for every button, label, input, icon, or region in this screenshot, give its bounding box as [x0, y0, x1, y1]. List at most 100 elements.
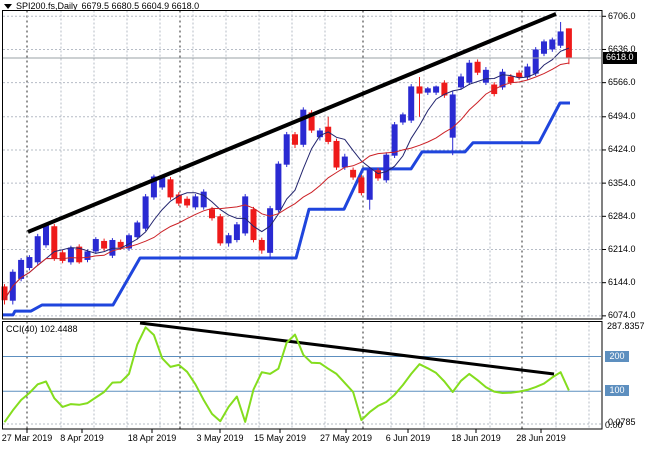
candle-body	[175, 194, 182, 204]
candle-body	[217, 216, 224, 244]
candle-body	[275, 163, 282, 211]
cci-min-label: 0.0785	[608, 417, 636, 427]
candle-body	[482, 69, 489, 83]
candle-body	[325, 126, 332, 142]
candle-body	[142, 196, 149, 229]
candle-body	[333, 140, 340, 168]
price-axis-label: 6636.0	[608, 43, 636, 54]
candle-body	[26, 257, 33, 269]
candle-body	[532, 49, 539, 74]
candle-body	[341, 156, 348, 168]
title-ohlc-values: 6679.5 6680.5 6604.9 6618.0	[81, 1, 200, 11]
candle-body	[449, 94, 456, 138]
date-axis-label: 3 May 2019	[196, 433, 244, 443]
candle-body	[117, 241, 124, 248]
ma-fast-line	[4, 47, 570, 300]
candle-body	[383, 154, 390, 181]
candle-body	[375, 170, 381, 179]
candle-body	[541, 41, 547, 54]
main-trendline	[27, 12, 557, 234]
candle-body	[18, 259, 25, 279]
symbol-period-label: SPI200.fs,Daily	[16, 1, 78, 11]
candle-body	[565, 28, 572, 59]
candle-body	[300, 109, 307, 145]
price-axis-label: 6706.0	[608, 10, 636, 21]
date-axis-label: 6 Jun 2019	[385, 433, 431, 443]
candle-body	[433, 86, 440, 93]
candle-body	[316, 130, 323, 138]
trailing-stop-line	[2, 101, 570, 317]
price-axis-label: 6214.0	[608, 243, 636, 254]
candle-body	[507, 76, 514, 83]
price-axis-label: 6144.0	[608, 277, 636, 288]
candle-body	[283, 134, 290, 165]
candle-body	[358, 177, 365, 194]
candle-body	[524, 66, 531, 78]
candle-body	[59, 252, 66, 261]
symbol-dropdown-icon[interactable]	[4, 4, 12, 9]
candle-body	[292, 134, 298, 145]
candle-body	[391, 124, 398, 156]
price-axis-label: 6424.0	[608, 144, 636, 155]
candle-body	[499, 71, 506, 88]
cci-zero-label: 0.00	[605, 420, 623, 430]
cci-level-100-badge: 100	[605, 385, 629, 396]
candle-body	[184, 198, 191, 206]
price-axis-label: 6074.0	[608, 310, 636, 321]
date-axis-label: 27 Mar 2019	[1, 433, 53, 443]
cci-panel-border	[2, 321, 603, 430]
candle-body	[225, 235, 232, 244]
candle-body	[416, 86, 423, 94]
cci-level-200-badge: 200	[605, 351, 629, 362]
candle-body	[150, 176, 157, 198]
date-axis-label: 18 Apr 2019	[127, 433, 177, 443]
candle-body	[200, 191, 207, 208]
candle-body	[242, 196, 249, 234]
candle-body	[557, 31, 564, 46]
candle-body	[366, 169, 373, 200]
candle-body	[350, 169, 357, 178]
date-axis-label: 27 May 2019	[319, 433, 373, 443]
candle-body	[92, 239, 99, 252]
main-panel-border	[2, 10, 603, 320]
date-axis-label: 8 Apr 2019	[60, 433, 104, 443]
candle-body	[549, 39, 556, 50]
cci-line	[3, 326, 570, 423]
ma-slow-line	[4, 62, 569, 300]
candle-body	[441, 82, 448, 96]
candle-body	[250, 209, 257, 241]
candle-body	[167, 179, 174, 198]
candle-body	[34, 236, 41, 263]
candle-body	[43, 224, 49, 246]
candle-body	[267, 208, 274, 253]
candle-body	[258, 239, 265, 251]
price-axis-label: 6284.0	[608, 210, 636, 221]
price-axis-label: 6354.0	[608, 177, 636, 188]
cci-max-label: 287.8357	[607, 321, 645, 331]
price-axis-label: 6566.0	[608, 77, 636, 88]
candle-body	[516, 72, 523, 78]
candle-body	[474, 61, 481, 73]
candle-body	[458, 76, 464, 88]
price-axis-label: 6494.0	[608, 111, 636, 122]
candle-body	[134, 222, 141, 238]
candle-body	[408, 86, 415, 121]
candle-body	[209, 209, 215, 219]
candle-body	[84, 251, 91, 260]
candle-body	[101, 240, 108, 249]
candle-body	[466, 62, 473, 83]
date-axis-label: 18 Jun 2019	[451, 433, 501, 443]
candle-body	[233, 224, 240, 241]
candle-body	[192, 196, 199, 208]
candle-body	[76, 246, 83, 263]
chart-title: SPI200.fs,Daily 6679.5 6680.5 6604.9 661…	[4, 1, 199, 12]
date-axis-label: 28 Jun 2019	[516, 433, 566, 443]
date-axis-label: 15 May 2019	[253, 433, 307, 443]
current-price-badge: 6618.0	[603, 52, 637, 64]
candle-body	[67, 247, 74, 263]
cci-indicator-label: CCI(40) 102.4488	[6, 324, 78, 334]
candle-body	[399, 114, 406, 123]
cci-trendline	[139, 321, 555, 376]
